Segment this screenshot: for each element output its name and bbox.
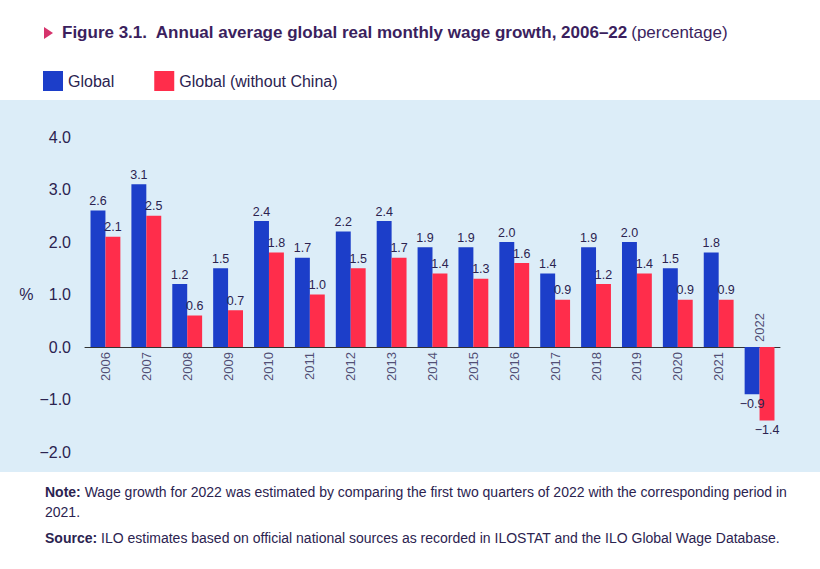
svg-text:2014: 2014	[425, 352, 440, 381]
svg-text:3.1: 3.1	[130, 168, 147, 182]
svg-text:2.2: 2.2	[335, 215, 352, 229]
svg-text:2.0: 2.0	[498, 226, 515, 240]
svg-text:2007: 2007	[139, 352, 154, 381]
svg-text:−1.4: −1.4	[755, 423, 780, 437]
svg-text:1.4: 1.4	[636, 257, 653, 271]
svg-text:0.9: 0.9	[717, 283, 734, 297]
svg-text:2.4: 2.4	[375, 205, 392, 219]
svg-text:2011: 2011	[302, 352, 317, 380]
svg-text:Figure 3.1. Annual average gl: Figure 3.1. Annual average global real m…	[62, 23, 627, 42]
svg-text:1.4: 1.4	[431, 257, 448, 271]
svg-text:2012: 2012	[343, 352, 358, 381]
svg-text:1.7: 1.7	[294, 241, 311, 255]
svg-text:2008: 2008	[180, 352, 195, 381]
svg-text:1.3: 1.3	[472, 262, 489, 276]
svg-text:1.9: 1.9	[457, 231, 474, 245]
svg-text:1.8: 1.8	[268, 236, 285, 250]
svg-text:−2.0: −2.0	[39, 444, 71, 461]
svg-text:1.5: 1.5	[662, 252, 679, 266]
svg-text:Global: Global	[68, 73, 114, 90]
svg-text:%: %	[19, 286, 33, 303]
svg-text:2020: 2020	[670, 352, 685, 381]
svg-text:2010: 2010	[261, 352, 276, 381]
svg-text:0.9: 0.9	[554, 283, 571, 297]
svg-text:2015: 2015	[466, 352, 481, 381]
svg-text:2022: 2022	[752, 313, 767, 342]
svg-text:1.2: 1.2	[595, 268, 612, 282]
svg-text:1.0: 1.0	[49, 286, 71, 303]
svg-text:1.9: 1.9	[580, 231, 597, 245]
svg-text:−1.0: −1.0	[39, 391, 71, 408]
html-text:Note: Wage growth for 2022 was: Note: Wage growth for 2022 was estimated…	[45, 484, 787, 520]
svg-text:0.6: 0.6	[186, 299, 203, 313]
svg-text:2.0: 2.0	[621, 226, 638, 240]
svg-text:1.0: 1.0	[309, 278, 326, 292]
svg-text:2016: 2016	[507, 352, 522, 381]
svg-text:3.0: 3.0	[49, 181, 71, 198]
svg-text:1.5: 1.5	[350, 252, 367, 266]
svg-text:0.9: 0.9	[677, 283, 694, 297]
svg-text:1.4: 1.4	[539, 257, 556, 271]
svg-text:2017: 2017	[548, 352, 563, 381]
svg-text:1.9: 1.9	[416, 231, 433, 245]
svg-text:1.2: 1.2	[171, 268, 188, 282]
svg-text:2.6: 2.6	[89, 194, 106, 208]
svg-text:0.7: 0.7	[227, 294, 244, 308]
svg-text:2013: 2013	[384, 352, 399, 381]
svg-text:(percentage): (percentage)	[631, 23, 727, 42]
svg-text:2018: 2018	[589, 352, 604, 381]
svg-text:1.5: 1.5	[212, 252, 229, 266]
svg-text:0.0: 0.0	[49, 339, 71, 356]
svg-text:1.7: 1.7	[390, 241, 407, 255]
svg-text:Global (without China): Global (without China)	[179, 73, 337, 90]
svg-text:2.1: 2.1	[104, 220, 121, 234]
svg-text:4.0: 4.0	[49, 129, 71, 146]
html-text:Source: ILO estimates based on: Source: ILO estimates based on official …	[45, 530, 780, 546]
svg-text:1.8: 1.8	[703, 236, 720, 250]
svg-text:2.0: 2.0	[49, 234, 71, 251]
svg-text:2009: 2009	[221, 352, 236, 381]
svg-text:1.6: 1.6	[513, 247, 530, 261]
svg-text:2006: 2006	[98, 352, 113, 381]
svg-text:−0.9: −0.9	[740, 397, 765, 411]
svg-text:2021: 2021	[711, 352, 726, 381]
svg-text:2.5: 2.5	[145, 199, 162, 213]
svg-text:2.4: 2.4	[253, 205, 270, 219]
svg-text:2019: 2019	[629, 352, 644, 381]
